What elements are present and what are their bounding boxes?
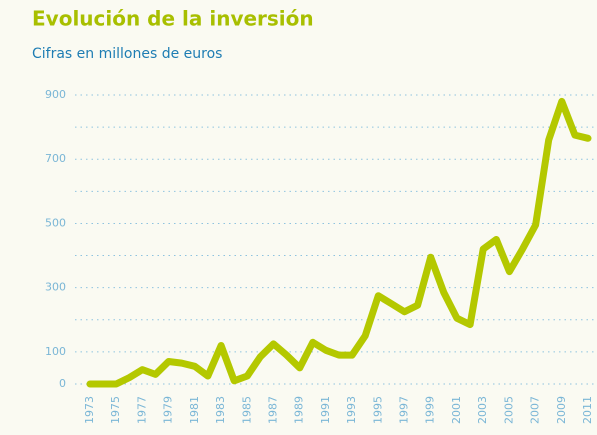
x-tick-label: 1979 xyxy=(162,396,175,424)
x-tick-label: 1987 xyxy=(266,396,279,424)
chart-title: Evolución de la inversión xyxy=(32,7,314,31)
y-tick-label: 100 xyxy=(45,345,66,358)
x-tick-label: 1993 xyxy=(345,396,358,424)
x-tick-label: 1995 xyxy=(371,396,384,424)
x-tick-label: 1981 xyxy=(188,396,201,424)
x-tick-label: 2011 xyxy=(581,396,594,424)
y-tick-label: 500 xyxy=(45,216,66,229)
x-tick-label: 1983 xyxy=(214,396,227,424)
x-tick-label: 2005 xyxy=(502,396,515,424)
x-tick-label: 1973 xyxy=(83,396,96,424)
y-tick-label: 900 xyxy=(45,88,66,101)
x-tick-label: 1991 xyxy=(319,396,332,424)
x-tick-label: 1977 xyxy=(135,396,148,424)
x-tick-label: 1997 xyxy=(398,396,411,424)
x-tick-label: 1985 xyxy=(240,396,253,424)
x-tick-label: 2003 xyxy=(476,396,489,424)
y-tick-label: 300 xyxy=(45,281,66,294)
y-tick-label: 700 xyxy=(45,152,66,165)
x-tick-label: 1975 xyxy=(109,396,122,424)
data-line xyxy=(86,97,592,388)
x-tick-label: 1999 xyxy=(424,396,437,424)
x-tick-label: 2009 xyxy=(555,396,568,424)
x-tick-label: 1989 xyxy=(293,396,306,424)
y-tick-label: 0 xyxy=(59,377,66,390)
chart-subtitle: Cifras en millones de euros xyxy=(32,46,222,62)
x-tick-label: 2001 xyxy=(450,396,463,424)
x-tick-label: 2007 xyxy=(529,396,542,424)
